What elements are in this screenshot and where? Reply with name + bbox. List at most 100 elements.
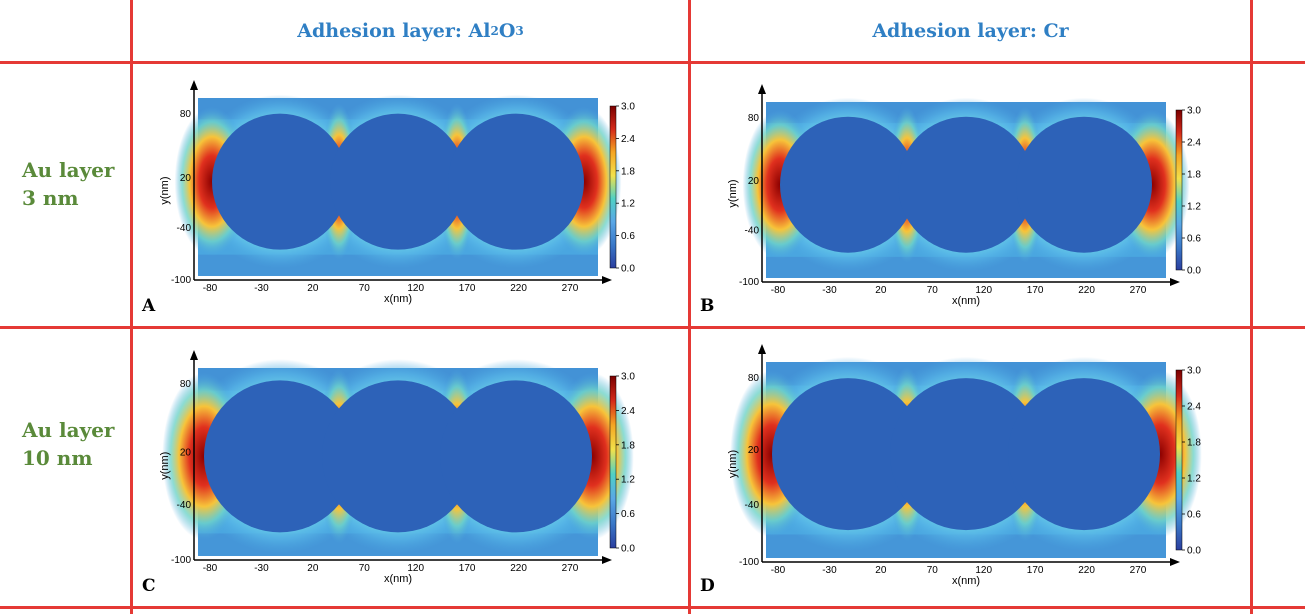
y-tick-label: -100: [739, 557, 759, 568]
y-axis-label: y(nm): [727, 450, 739, 478]
colorbar: [1175, 109, 1183, 271]
row-label-line2: 10 nm: [22, 446, 93, 470]
colorbar-tick-label: 0.6: [1187, 510, 1201, 521]
x-tick-label: -30: [822, 285, 837, 296]
nanoparticle: [330, 113, 466, 250]
y-axis-label: y(nm): [159, 177, 171, 205]
x-tick-label: 220: [510, 563, 527, 574]
colorbar: [609, 375, 617, 549]
header-prefix: Adhesion layer: Al: [297, 20, 491, 42]
row-label-10nm: Au layer 10 nm: [22, 416, 132, 472]
x-tick-label: 270: [562, 283, 579, 294]
colorbar-tick-label: 3.0: [621, 372, 635, 383]
nanoparticle: [440, 380, 592, 533]
y-tick-label: -100: [171, 555, 191, 566]
y-axis-arrow: [190, 80, 198, 90]
colorbar-tick-label: 0.0: [621, 544, 635, 555]
grid-line-v1: [130, 0, 133, 614]
colorbar-tick-label: 0.0: [1187, 546, 1201, 557]
x-tick-label: 70: [359, 563, 371, 574]
x-tick-label: 120: [407, 563, 424, 574]
nanoparticle: [772, 378, 924, 531]
y-tick-label: -100: [739, 277, 759, 288]
field-map-d: -80 -30 20 70 120 170 220 270 x(nm) 80 20 -40 -100 y(…: [727, 344, 1202, 587]
x-axis-arrow: [1170, 558, 1180, 566]
y-tick-label: 20: [180, 448, 192, 459]
x-tick-label: 70: [927, 565, 939, 576]
x-tick-label: 220: [1078, 285, 1095, 296]
field-map-panel-d: -80 -30 20 70 120 170 220 270 x(nm) 80 20 -40 -100 y(…: [698, 334, 1243, 600]
panel-label: A: [142, 296, 156, 316]
x-tick-label: -30: [822, 565, 837, 576]
panel-label: B: [700, 296, 715, 316]
colorbar-tick-label: 1.8: [621, 166, 635, 177]
row-label-line1: Au layer: [22, 158, 115, 182]
y-tick-label: 20: [180, 173, 192, 184]
x-tick-label: 120: [407, 283, 424, 294]
column-header-al2o3: Adhesion layer: Al 2 O 3: [133, 0, 688, 62]
x-tick-label: 270: [1130, 285, 1147, 296]
field-map-panel-c: -80 -30 20 70 120 170 220 270 x(nm) 80 20 -40 -100 y(…: [140, 334, 680, 600]
x-tick-label: 220: [1078, 565, 1095, 576]
grid-line-v2: [688, 0, 691, 614]
nanoparticle: [322, 380, 474, 533]
y-tick-label: -100: [171, 275, 191, 286]
colorbar-tick-label: 0.0: [1187, 266, 1201, 277]
colorbar-tick-label: 1.2: [1187, 202, 1201, 213]
x-axis-arrow: [602, 276, 612, 284]
row-label-3nm: Au layer 3 nm: [22, 156, 132, 212]
x-axis-arrow: [1170, 278, 1180, 286]
grid-line-h2: [0, 326, 1305, 329]
colorbar-tick-label: 0.0: [621, 264, 635, 275]
colorbar: [1175, 369, 1183, 551]
x-tick-label: 120: [975, 285, 992, 296]
y-axis-label: y(nm): [159, 452, 171, 480]
y-tick-label: -40: [745, 500, 760, 511]
y-tick-label: 80: [748, 373, 760, 384]
x-tick-label: 270: [562, 563, 579, 574]
nanoparticle: [898, 116, 1034, 253]
row-label-line1: Au layer: [22, 418, 115, 442]
colorbar-tick-label: 1.2: [621, 475, 635, 486]
colorbar-tick-label: 0.6: [621, 231, 635, 242]
colorbar-tick-label: 1.2: [1187, 474, 1201, 485]
panel-label: D: [700, 576, 715, 596]
x-tick-label: -80: [771, 285, 786, 296]
header-mid: O: [498, 20, 516, 42]
y-axis-arrow: [190, 350, 198, 360]
colorbar-tick-label: 1.8: [621, 440, 635, 451]
x-axis-arrow: [602, 556, 612, 564]
grid-line-h3: [0, 606, 1305, 609]
x-axis-label: x(nm): [384, 573, 412, 585]
y-axis-label: y(nm): [727, 179, 739, 207]
nanoparticle: [212, 113, 348, 250]
colorbar-tick-label: 1.8: [1187, 438, 1201, 449]
x-tick-label: 170: [1027, 285, 1044, 296]
y-axis-arrow: [758, 84, 766, 94]
x-tick-label: 220: [510, 283, 527, 294]
header-cr-text: Adhesion layer: Cr: [872, 20, 1069, 42]
colorbar-tick-label: 3.0: [621, 102, 635, 113]
x-axis-label: x(nm): [952, 575, 980, 587]
x-tick-label: 70: [927, 285, 939, 296]
x-tick-label: 170: [459, 563, 476, 574]
y-tick-label: 20: [748, 176, 760, 187]
colorbar-tick-label: 0.6: [1187, 234, 1201, 245]
x-tick-label: -80: [771, 565, 786, 576]
y-tick-label: -40: [177, 223, 192, 234]
y-tick-label: -40: [177, 500, 192, 511]
y-tick-label: 80: [180, 379, 192, 390]
nanoparticle: [1008, 378, 1160, 531]
x-axis-label: x(nm): [952, 295, 980, 307]
header-sub-3: 3: [515, 24, 524, 38]
colorbar-tick-label: 3.0: [1187, 106, 1201, 117]
colorbar: [609, 105, 617, 269]
colorbar-tick-label: 1.2: [621, 199, 635, 210]
x-tick-label: -80: [203, 563, 218, 574]
x-tick-label: -30: [254, 563, 269, 574]
header-sub-2: 2: [490, 24, 499, 38]
x-tick-label: -80: [203, 283, 218, 294]
nanoparticle: [1016, 116, 1152, 253]
colorbar-tick-label: 2.4: [1187, 138, 1201, 149]
x-tick-label: 70: [359, 283, 371, 294]
